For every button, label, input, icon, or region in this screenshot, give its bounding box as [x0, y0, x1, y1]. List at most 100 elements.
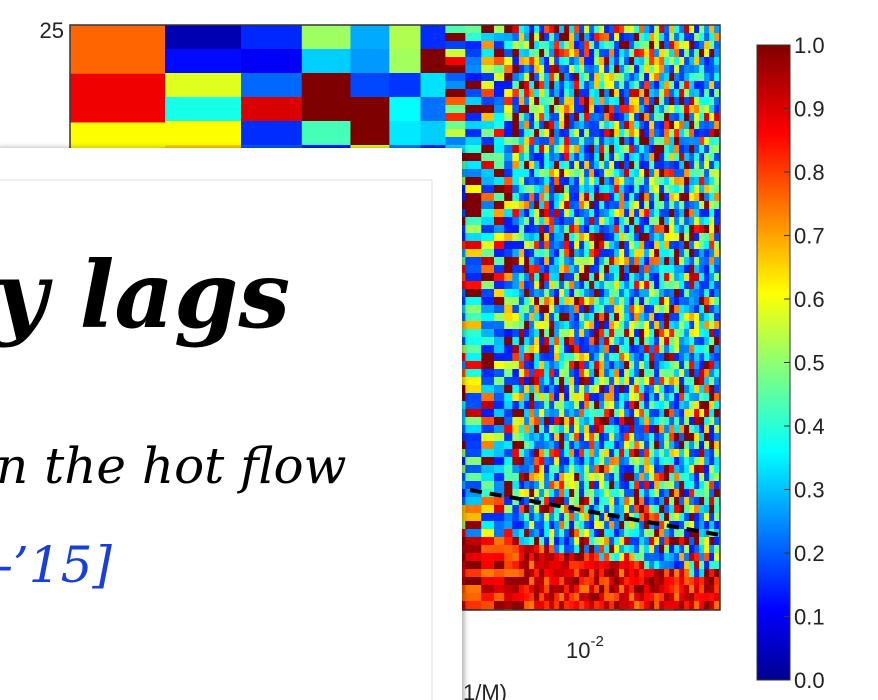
heatmap-cell	[579, 353, 585, 362]
heatmap-cell	[604, 209, 610, 218]
heatmap-cell	[569, 553, 575, 562]
heatmap-cell	[584, 185, 590, 194]
heatmap-cell	[639, 241, 645, 250]
heatmap-cell	[679, 561, 685, 570]
heatmap-cell	[519, 169, 525, 178]
heatmap-cell	[699, 49, 705, 58]
heatmap-cell	[574, 201, 580, 210]
heatmap-cell	[481, 137, 494, 146]
heatmap-cell	[589, 441, 595, 450]
heatmap-cell	[609, 209, 615, 218]
heatmap-cell	[574, 113, 580, 122]
heatmap-cell	[614, 401, 620, 410]
heatmap-cell	[544, 129, 550, 138]
heatmap-cell	[619, 217, 625, 226]
heatmap-cell	[654, 113, 660, 122]
heatmap-cell	[594, 465, 600, 474]
heatmap-cell	[569, 321, 575, 330]
heatmap-cell	[494, 41, 505, 50]
heatmap-cell	[679, 417, 685, 426]
heatmap-cell	[609, 593, 615, 602]
heatmap-cell	[481, 57, 494, 66]
heatmap-cell	[584, 577, 590, 586]
heatmap-cell	[512, 441, 519, 450]
heatmap-cell	[574, 137, 580, 146]
heatmap-cell	[524, 129, 530, 138]
heatmap-cell	[689, 145, 695, 154]
heatmap-cell	[674, 441, 680, 450]
heatmap-cell	[684, 513, 690, 522]
heatmap-cell	[574, 25, 580, 34]
heatmap-cell	[549, 257, 555, 266]
heatmap-cell	[524, 169, 530, 178]
heatmap-cell	[689, 601, 695, 610]
heatmap-cell	[594, 601, 600, 610]
heatmap-cell	[699, 577, 705, 586]
heatmap-cell	[512, 97, 519, 106]
heatmap-cell	[679, 497, 685, 506]
heatmap-cell	[544, 113, 550, 122]
heatmap-cell	[674, 353, 680, 362]
heatmap-cell	[519, 465, 525, 474]
heatmap-cell	[539, 161, 545, 170]
heatmap-cell	[644, 297, 650, 306]
heatmap-cell	[594, 121, 600, 130]
heatmap-cell	[609, 329, 615, 338]
heatmap-cell	[559, 201, 565, 210]
heatmap-cell	[619, 313, 625, 322]
heatmap-cell	[659, 417, 665, 426]
heatmap-cell	[529, 33, 535, 42]
heatmap-cell	[584, 585, 590, 594]
heatmap-cell	[639, 137, 645, 146]
heatmap-cell	[584, 593, 590, 602]
heatmap-cell	[694, 385, 700, 394]
heatmap-cell	[589, 473, 595, 482]
heatmap-cell	[534, 249, 540, 258]
heatmap-cell	[554, 601, 560, 610]
heatmap-cell	[594, 73, 600, 82]
heatmap-cell	[629, 401, 635, 410]
heatmap-cell	[639, 257, 645, 266]
heatmap-cell	[649, 161, 655, 170]
heatmap-cell	[539, 529, 545, 538]
heatmap-cell	[584, 433, 590, 442]
heatmap-cell	[699, 553, 705, 562]
heatmap-cell	[664, 513, 670, 522]
heatmap-cell	[564, 33, 570, 42]
heatmap-cell	[579, 73, 585, 82]
heatmap-cell	[599, 481, 605, 490]
heatmap-cell	[494, 393, 505, 402]
heatmap-cell	[519, 265, 525, 274]
heatmap-cell	[659, 57, 665, 66]
heatmap-cell	[624, 329, 630, 338]
heatmap-cell	[584, 353, 590, 362]
heatmap-cell	[674, 305, 680, 314]
heatmap-cell	[644, 273, 650, 282]
heatmap-cell	[614, 313, 620, 322]
heatmap-cell	[674, 145, 680, 154]
heatmap-cell	[624, 65, 630, 74]
heatmap-cell	[654, 569, 660, 578]
heatmap-cell	[674, 449, 680, 458]
heatmap-cell	[544, 569, 550, 578]
heatmap-cell	[684, 545, 690, 554]
heatmap-cell	[649, 105, 655, 114]
heatmap-cell	[609, 601, 615, 610]
heatmap-cell	[609, 169, 615, 178]
heatmap-cell	[649, 193, 655, 202]
heatmap-cell	[649, 377, 655, 386]
heatmap-cell	[599, 177, 605, 186]
heatmap-cell	[481, 249, 494, 258]
heatmap-cell	[599, 457, 605, 466]
heatmap-cell	[604, 105, 610, 114]
heatmap-cell	[679, 49, 685, 58]
heatmap-cell	[624, 33, 630, 42]
heatmap-cell	[584, 153, 590, 162]
heatmap-cell	[624, 369, 630, 378]
heatmap-cell	[594, 113, 600, 122]
heatmap-cell	[659, 161, 665, 170]
heatmap-cell	[709, 201, 715, 210]
heatmap-cell	[664, 41, 670, 50]
colorbar-tick-label: 0.7	[794, 224, 825, 249]
heatmap-cell	[654, 217, 660, 226]
